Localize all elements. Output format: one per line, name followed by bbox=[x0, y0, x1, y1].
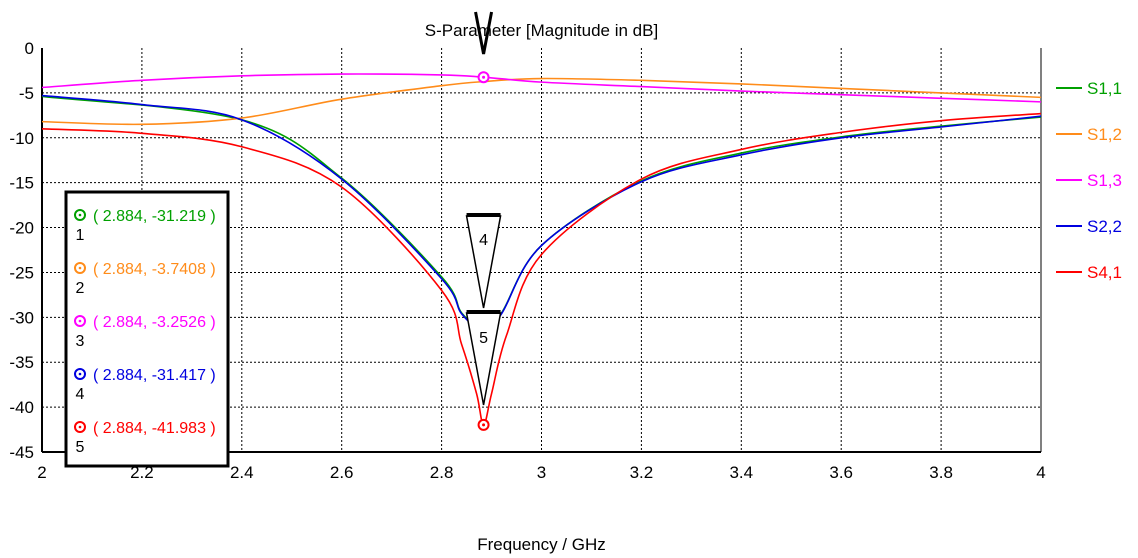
legend-label-s12: S1,2 bbox=[1087, 125, 1122, 144]
y-tick-label: -10 bbox=[9, 129, 34, 148]
chart-title: S-Parameter [Magnitude in dB] bbox=[425, 21, 658, 40]
grid-lines bbox=[42, 48, 1041, 452]
marker-readout-value-5: ( 2.884, -41.983 ) bbox=[93, 420, 216, 437]
marker-readout-icon-center-1 bbox=[78, 213, 82, 217]
x-tick-label: 3.8 bbox=[929, 463, 953, 482]
marker-readout-value-3: ( 2.884, -3.2526 ) bbox=[93, 314, 216, 331]
y-tick-label: -35 bbox=[9, 353, 34, 372]
y-tick-label: -45 bbox=[9, 443, 34, 462]
x-tick-label: 2 bbox=[37, 463, 46, 482]
marker-readout-icon-center-5 bbox=[78, 425, 82, 429]
x-tick-label: 4 bbox=[1036, 463, 1045, 482]
marker-dots bbox=[477, 71, 490, 431]
x-tick-label: 2.6 bbox=[330, 463, 354, 482]
y-tick-label: -30 bbox=[9, 308, 34, 327]
series-line-s13 bbox=[42, 73, 1041, 103]
marker-pointer-top bbox=[474, 11, 494, 55]
marker-triangle-5-label: 5 bbox=[479, 330, 488, 347]
marker-readout-icon-center-2 bbox=[78, 266, 82, 270]
x-tick-label: 2.8 bbox=[430, 463, 454, 482]
x-axis-label: Frequency / GHz bbox=[477, 535, 606, 554]
marker-readout-id-5: 5 bbox=[76, 439, 85, 456]
marker-triangle-4-label: 4 bbox=[479, 232, 488, 249]
marker-readout-frame bbox=[64, 190, 230, 468]
y-tick-label: -20 bbox=[9, 219, 34, 238]
marker-triangle-5 bbox=[465, 312, 502, 406]
x-tick-label: 2.2 bbox=[130, 463, 154, 482]
marker-readout-value-1: ( 2.884, -31.219 ) bbox=[93, 208, 216, 225]
series-line-s12 bbox=[42, 77, 1041, 126]
legend-label-s11: S1,1 bbox=[1087, 79, 1122, 98]
y-tick-label: -15 bbox=[9, 174, 34, 193]
marker-readout-id-4: 4 bbox=[76, 386, 85, 403]
y-tick-label: -25 bbox=[9, 263, 34, 282]
legend-label-s41: S4,1 bbox=[1087, 263, 1122, 282]
marker-readout-id-2: 2 bbox=[76, 280, 85, 297]
y-tick-label: -5 bbox=[19, 84, 34, 103]
x-tick-label: 3.6 bbox=[829, 463, 853, 482]
marker-readout-box: 1 ( 2.884, -31.219 ) 2 ( 2.884, -3.7408 ) 3 (… bbox=[64, 190, 230, 468]
y-tick-label: 0 bbox=[25, 39, 34, 58]
marker-dot-center-5 bbox=[482, 423, 486, 427]
marker-triangle-4 bbox=[465, 215, 502, 309]
x-tick-label: 3.4 bbox=[729, 463, 753, 482]
marker-readout-icon-center-4 bbox=[78, 372, 82, 376]
legend-label-s22: S2,2 bbox=[1087, 217, 1122, 236]
marker-readout-id-3: 3 bbox=[76, 333, 85, 350]
y-tick-label: -40 bbox=[9, 398, 34, 417]
marker-dot-center-3 bbox=[482, 75, 486, 79]
marker-readout-icon-center-3 bbox=[78, 319, 82, 323]
x-tick-label: 3 bbox=[537, 463, 546, 482]
legend-label-s13: S1,3 bbox=[1087, 171, 1122, 190]
x-tick-label: 2.4 bbox=[230, 463, 254, 482]
marker-readout-value-4: ( 2.884, -31.417 ) bbox=[93, 367, 216, 384]
legend: S1,1 S1,2 S1,3 S2,2 S4,1 bbox=[1056, 79, 1122, 282]
x-tick-label: 3.2 bbox=[630, 463, 654, 482]
marker-indicators: 45 bbox=[465, 11, 502, 406]
marker-readout-value-2: ( 2.884, -3.7408 ) bbox=[93, 261, 216, 278]
marker-readout-id-1: 1 bbox=[76, 227, 85, 244]
series-line-s41 bbox=[42, 112, 1041, 426]
